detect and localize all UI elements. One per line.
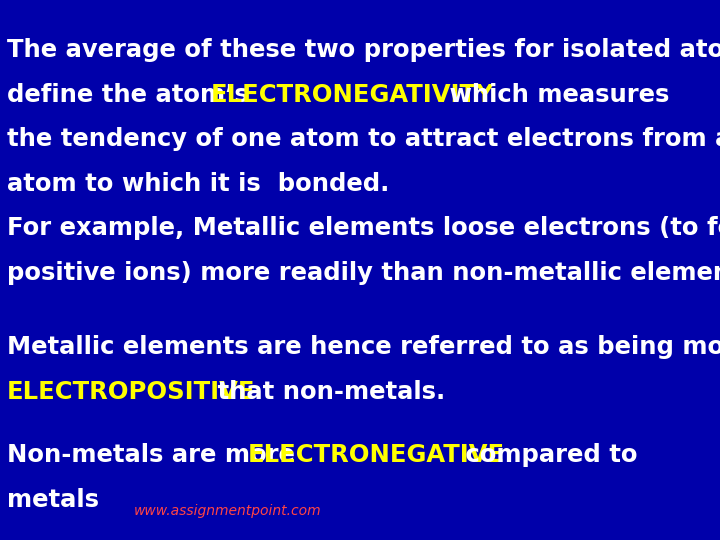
Text: ELECTROPOSITIVE: ELECTROPOSITIVE xyxy=(6,380,256,403)
Text: Metallic elements are hence referred to as being more: Metallic elements are hence referred to … xyxy=(6,335,720,359)
Text: that non-metals.: that non-metals. xyxy=(209,380,446,403)
Text: metals: metals xyxy=(6,488,99,511)
Text: positive ions) more readily than non-metallic elements: positive ions) more readily than non-met… xyxy=(6,261,720,285)
Text: atom to which it is  bonded.: atom to which it is bonded. xyxy=(6,172,390,196)
Text: Non-metals are more: Non-metals are more xyxy=(6,443,303,467)
Text: The average of these two properties for isolated atoms: The average of these two properties for … xyxy=(6,38,720,62)
Text: www.assignmentpoint.com: www.assignmentpoint.com xyxy=(133,504,321,518)
Text: compared to: compared to xyxy=(457,443,638,467)
Text: which measures: which measures xyxy=(441,83,670,106)
Text: define the atom’s: define the atom’s xyxy=(6,83,257,106)
Text: the tendency of one atom to attract electrons from another: the tendency of one atom to attract elec… xyxy=(6,127,720,151)
Text: For example, Metallic elements loose electrons (to form: For example, Metallic elements loose ele… xyxy=(6,216,720,240)
Text: ELECTRONEGATIVE: ELECTRONEGATIVE xyxy=(248,443,505,467)
Text: ELECTRONEGATIVITY: ELECTRONEGATIVITY xyxy=(210,83,494,106)
